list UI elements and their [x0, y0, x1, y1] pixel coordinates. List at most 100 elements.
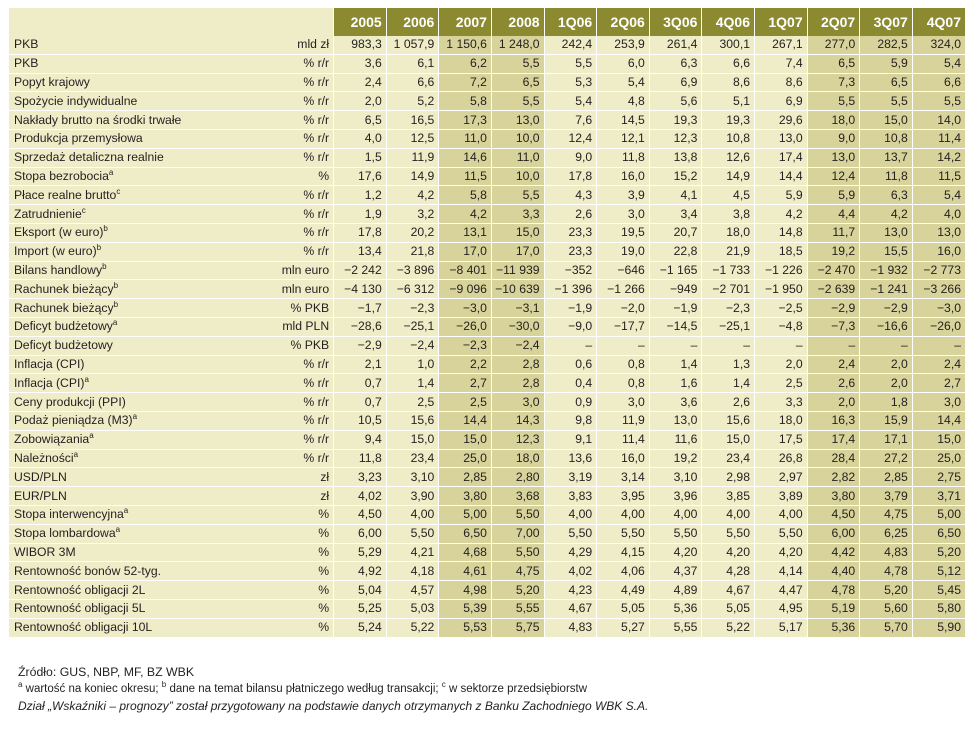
indicator-name: Eksport (w euro) — [14, 225, 104, 240]
forecast-value-cell: 5,4 — [911, 53, 965, 74]
value-cell: 6,9 — [754, 91, 808, 111]
forecast-value-cell: 13,0 — [911, 222, 965, 243]
indicator-name-cell: Rachunek bieżącyb — [9, 298, 208, 318]
value-cell: 16,5 — [385, 110, 439, 130]
value-cell: 1,4 — [648, 354, 702, 374]
forecast-value-cell: – — [911, 335, 965, 356]
value-cell: 5,22 — [385, 617, 439, 637]
value-cell: 5,9 — [754, 185, 808, 205]
forecast-value-cell: 2,0 — [806, 392, 860, 412]
forecast-value-cell: 4,61 — [438, 561, 492, 581]
forecast-value-cell: 5,5 — [806, 91, 860, 111]
forecast-value-cell: 5,12 — [911, 561, 965, 581]
value-cell: 5,17 — [754, 617, 808, 637]
value-cell: 5,1 — [701, 91, 755, 111]
forecast-value-cell: 18,0 — [806, 110, 860, 130]
forecast-value-cell: 5,39 — [438, 598, 492, 619]
value-cell: −949 — [648, 279, 702, 299]
indicator-name-cell: Zatrudnieniec — [9, 204, 208, 224]
value-cell: 3,90 — [385, 486, 439, 506]
table-row: Deficyt budżetowya mld PLN −28,6 −25,1 −26,0… — [9, 316, 965, 337]
indicator-name-cell: EUR/PLN — [9, 486, 208, 506]
indicator-name-cell: Ceny produkcji (PPI) — [9, 392, 208, 412]
unit-cell: % r/r — [207, 410, 334, 431]
value-cell: 6,6 — [701, 53, 755, 74]
value-cell: – — [648, 335, 702, 356]
value-cell: 5,22 — [701, 617, 755, 637]
forecast-value-cell: 5,4 — [911, 185, 965, 205]
table-row: Podaż pieniądza (M3)a% r/r 10,5 15,6 14,4 14… — [9, 410, 965, 431]
value-cell: 4,00 — [754, 504, 808, 525]
forecast-value-cell: 5,5 — [490, 185, 545, 205]
value-cell: 19,0 — [596, 241, 650, 262]
value-cell: 23,3 — [543, 241, 597, 262]
forecast-value-cell: 25,0 — [911, 448, 965, 468]
forecast-value-cell: 5,70 — [859, 617, 913, 637]
forecast-value-cell: 5,5 — [490, 53, 545, 74]
indicator-name: Stopa interwencyjna — [14, 507, 124, 522]
value-cell: 15,2 — [648, 166, 702, 186]
footnote-reference: b — [96, 243, 102, 253]
value-cell: 4,20 — [648, 542, 702, 562]
forecast-value-cell: 4,42 — [806, 542, 860, 562]
forecast-value-cell: 277,0 — [806, 36, 860, 55]
forecast-value-cell: 5,80 — [911, 598, 965, 619]
value-cell: 5,2 — [385, 91, 439, 111]
value-cell: 17,4 — [754, 147, 808, 168]
table-row: Stopa lombardowaa% 6,00 5,50 6,50 7,00 5,50 5,… — [9, 523, 965, 544]
value-cell: 6,6 — [385, 72, 439, 92]
forecast-value-cell: 1 150,6 — [438, 36, 492, 55]
value-cell: 3,9 — [596, 185, 650, 205]
forecast-value-cell: 13,0 — [806, 147, 860, 168]
forecast-value-cell: 16,0 — [911, 241, 965, 262]
forecast-value-cell: 2,5 — [438, 392, 492, 412]
value-cell: 6,5 — [333, 110, 387, 130]
forecast-value-cell: 11,0 — [438, 128, 492, 149]
value-cell: 5,6 — [648, 91, 702, 111]
value-cell: 2,6 — [701, 392, 755, 412]
value-cell: 1,2 — [333, 185, 387, 205]
forecast-value-cell: – — [806, 335, 860, 356]
value-cell: −2,9 — [333, 335, 387, 356]
forecast-value-cell: −1 241 — [859, 279, 913, 299]
forecast-value-cell: 5,20 — [490, 580, 545, 600]
forecast-value-cell: 2,7 — [438, 373, 492, 393]
value-cell: 5,50 — [385, 523, 439, 544]
forecast-value-cell: 5,19 — [806, 598, 860, 619]
forecast-value-cell: 5,5 — [859, 91, 913, 111]
value-cell: −25,1 — [385, 316, 439, 337]
table-row: Rentowność obligacji 2L% 5,04 4,57 4,98 5,20… — [9, 580, 965, 600]
value-cell: 3,8 — [701, 204, 755, 224]
value-cell: 19,5 — [596, 222, 650, 243]
forecast-value-cell: 2,7 — [911, 373, 965, 393]
forecast-value-cell: 14,6 — [438, 147, 492, 168]
value-cell: 3,3 — [754, 392, 808, 412]
value-cell: −646 — [596, 260, 650, 280]
indicator-name: Stopa bezrobocia — [14, 168, 109, 183]
forecast-value-cell: 3,71 — [911, 486, 965, 506]
forecast-value-cell: 6,50 — [438, 523, 492, 544]
indicator-name-cell: Rentowność bonów 52-tyg. — [9, 561, 208, 581]
indicator-name-cell: Inflacja (CPI)a — [9, 373, 208, 393]
forecast-value-cell: 5,5 — [911, 91, 965, 111]
value-cell: 3,2 — [385, 204, 439, 224]
indicator-name-cell: Eksport (w euro)b — [9, 222, 208, 243]
forecast-value-cell: 2,2 — [438, 354, 492, 374]
value-cell: 0,8 — [596, 354, 650, 374]
value-cell: 6,0 — [596, 53, 650, 74]
unit-cell: % — [207, 542, 334, 562]
value-cell: 4,5 — [701, 185, 755, 205]
unit-cell: % r/r — [207, 354, 334, 374]
value-cell: 4,18 — [385, 561, 439, 581]
value-cell: 4,67 — [543, 598, 597, 619]
forecast-value-cell: 4,83 — [859, 542, 913, 562]
value-cell: −2,3 — [385, 298, 439, 318]
indicator-name: PKB — [14, 37, 39, 52]
forecast-value-cell: 5,75 — [490, 617, 545, 637]
column-header: 2005 — [333, 8, 387, 36]
forecast-value-cell: 2,80 — [490, 467, 545, 487]
indicator-name: Rentowność obligacji 2L — [14, 582, 146, 597]
footnote-reference: c — [116, 186, 121, 196]
value-cell: 13,4 — [333, 241, 387, 262]
forecast-value-cell: −30,0 — [490, 316, 545, 337]
